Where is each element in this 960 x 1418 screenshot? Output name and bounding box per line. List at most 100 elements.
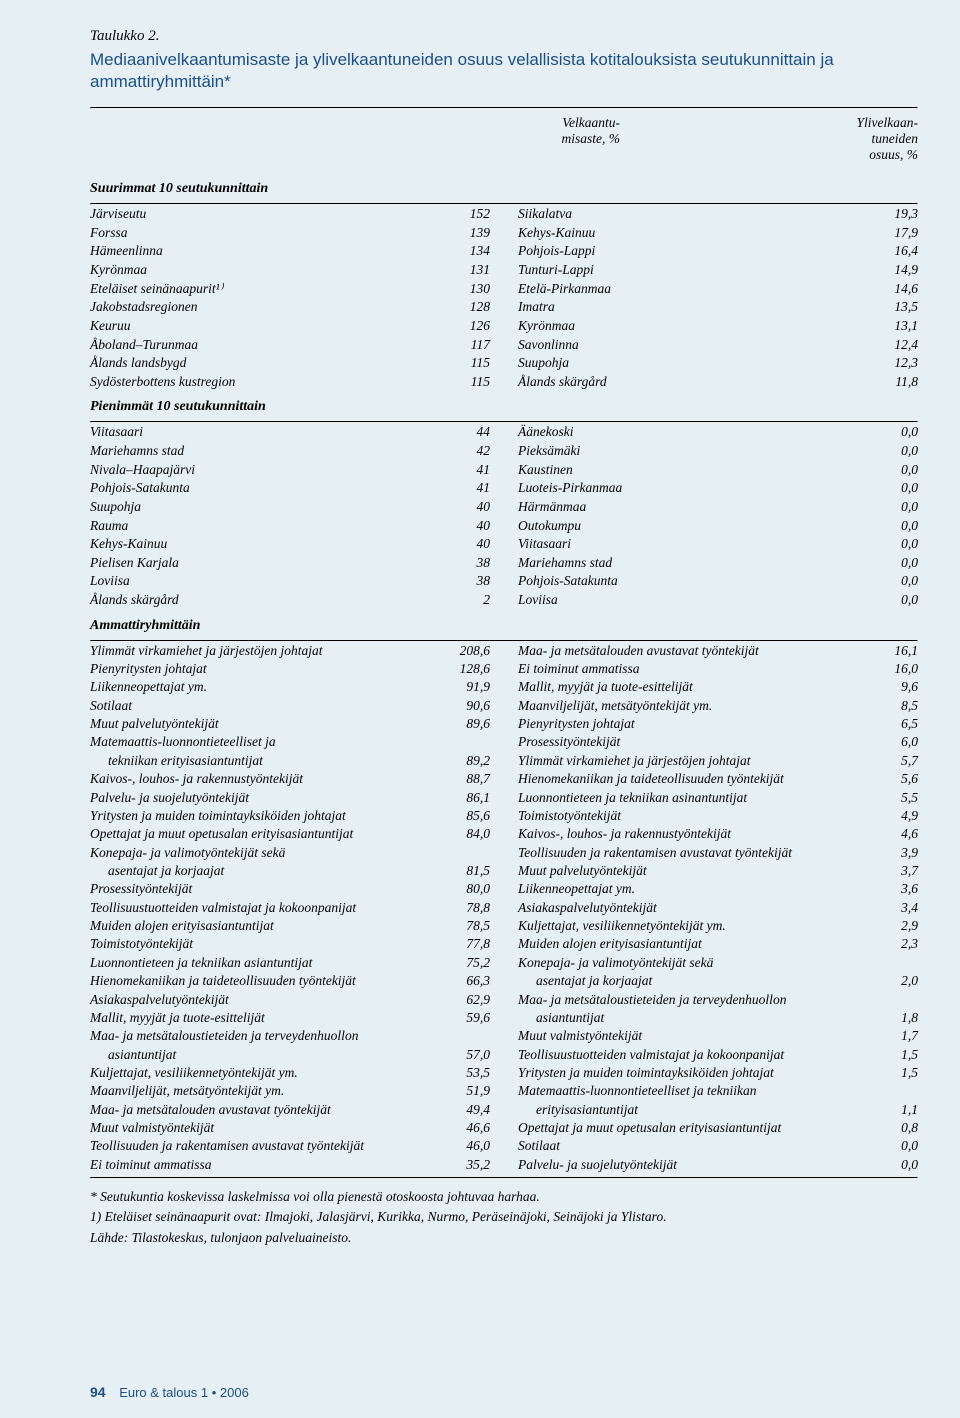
- row-right-label: Yritysten ja muiden toimintayksiköiden j…: [518, 1064, 860, 1082]
- row-right-value: 1,5: [860, 1064, 918, 1082]
- row-right-value: 19,3: [860, 205, 918, 224]
- table-row: Viitasaari44Äänekoski0,0: [90, 423, 918, 442]
- row-left-label: Maanviljelijät, metsätyöntekijät ym.: [90, 1082, 428, 1100]
- table-row: Liikenneopettajat ym.91,9Mallit, myyjät …: [90, 678, 918, 696]
- row-left-value: 40: [426, 535, 490, 554]
- row-left-label: Kehys-Kainuu: [90, 535, 426, 554]
- table-row: Ylimmät virkamiehet ja järjestöjen johta…: [90, 642, 918, 660]
- row-left-label: Mallit, myyjät ja tuote-esittelijät: [90, 1009, 428, 1027]
- row-left-value: 41: [426, 479, 490, 498]
- row-left-label: Konepaja- ja valimotyöntekijät sekä: [90, 844, 428, 862]
- row-right-label: Siikalatva: [518, 205, 860, 224]
- table-row: Rauma40Outokumpu0,0: [90, 517, 918, 536]
- table-row: Jakobstadsregionen128Imatra13,5: [90, 298, 918, 317]
- row-right-label: Äänekoski: [518, 423, 860, 442]
- row-right-label: Viitasaari: [518, 535, 860, 554]
- row-right-label: Hienomekaniikan ja taideteollisuuden työ…: [518, 770, 860, 788]
- row-left-label: Muut valmistyöntekijät: [90, 1119, 428, 1137]
- table-row: Yritysten ja muiden toimintayksiköiden j…: [90, 807, 918, 825]
- publication-name: Euro & talous: [119, 1385, 197, 1400]
- row-right-value: 3,6: [860, 880, 918, 898]
- row-left-value: 128: [426, 298, 490, 317]
- table-row: Hämeenlinna134Pohjois-Lappi16,4: [90, 242, 918, 261]
- row-right-value: 0,0: [860, 423, 918, 442]
- row-right-label: erityisasiantuntijat: [518, 1101, 860, 1119]
- table-row: Luonnontieteen ja tekniikan asiantuntija…: [90, 954, 918, 972]
- row-right-label: Imatra: [518, 298, 860, 317]
- row-left-label: Sydösterbottens kustregion: [90, 373, 426, 392]
- row-right-label: Opettajat ja muut opetusalan erityisasia…: [518, 1119, 860, 1137]
- row-left-label: Teollisuustuotteiden valmistajat ja koko…: [90, 899, 428, 917]
- row-left-value: 77,8: [428, 935, 490, 953]
- table-row: Toimistotyöntekijät77,8Muiden alojen eri…: [90, 935, 918, 953]
- table-row: Prosessityöntekijät80,0Liikenneopettajat…: [90, 880, 918, 898]
- row-left-label: Pielisen Karjala: [90, 554, 426, 573]
- row-left-value: 53,5: [428, 1064, 490, 1082]
- row-right-label: Muut palvelutyöntekijät: [518, 862, 860, 880]
- row-left-value: [428, 844, 490, 862]
- table-row: Kaivos-, louhos- ja rakennustyöntekijät8…: [90, 770, 918, 788]
- footnote-line: * Seutukuntia koskevissa laskelmissa voi…: [90, 1187, 918, 1207]
- row-left-value: 46,0: [428, 1137, 490, 1155]
- row-left-label: Loviisa: [90, 572, 426, 591]
- row-right-label: Matemaattis-luonnontieteelliset ja tekni…: [518, 1082, 860, 1100]
- row-left-value: 89,6: [428, 715, 490, 733]
- row-left-value: 62,9: [428, 991, 490, 1009]
- row-left-value: 139: [426, 224, 490, 243]
- row-right-label: Liikenneopettajat ym.: [518, 880, 860, 898]
- row-right-label: Härmänmaa: [518, 498, 860, 517]
- row-left-label: Liikenneopettajat ym.: [90, 678, 428, 696]
- table-row: Loviisa38 Pohjois-Satakunta0,0: [90, 572, 918, 591]
- table-row: Mallit, myyjät ja tuote-esittelijät59,6a…: [90, 1009, 918, 1027]
- row-right-value: 13,1: [860, 317, 918, 336]
- row-right-label: Pohjois-Satakunta: [518, 572, 860, 591]
- table-row: Hienomekaniikan ja taideteollisuuden työ…: [90, 972, 918, 990]
- section-heading-3: Ammattiryhmittäin: [90, 614, 918, 640]
- row-right-label: Suupohja: [518, 354, 860, 373]
- row-right-value: 0,0: [860, 572, 918, 591]
- row-left-label: Pienyritysten johtajat: [90, 660, 428, 678]
- table-row: Kuljettajat, vesiliikennetyöntekijät ym.…: [90, 1064, 918, 1082]
- row-left-label: Ylimmät virkamiehet ja järjestöjen johta…: [90, 642, 428, 660]
- row-right-label: Muut valmistyöntekijät: [518, 1027, 860, 1045]
- section-3-body: Ylimmät virkamiehet ja järjestöjen johta…: [90, 642, 918, 1174]
- row-left-value: 49,4: [428, 1101, 490, 1119]
- row-right-value: 6,5: [860, 715, 918, 733]
- row-left-label: Opettajat ja muut opetusalan erityisasia…: [90, 825, 428, 843]
- table-title: Mediaanivelkaantumisaste ja ylivelkaantu…: [90, 49, 918, 93]
- row-left-value: [428, 733, 490, 751]
- footnote-line: Lähde: Tilastokeskus, tulonjaon palvelua…: [90, 1228, 918, 1248]
- row-left-value: 38: [426, 572, 490, 591]
- row-right-value: 12,3: [860, 354, 918, 373]
- row-left-label: Toimistotyöntekijät: [90, 935, 428, 953]
- table-row: Sotilaat90,6Maanviljelijät, metsätyöntek…: [90, 697, 918, 715]
- row-left-value: 152: [426, 205, 490, 224]
- table-row: Opettajat ja muut opetusalan erityisasia…: [90, 825, 918, 843]
- row-right-value: 14,9: [860, 261, 918, 280]
- row-left-value: 126: [426, 317, 490, 336]
- row-right-value: 0,0: [860, 535, 918, 554]
- row-left-value: 91,9: [428, 678, 490, 696]
- bottom-rule: [90, 1177, 918, 1179]
- table-row: Maanviljelijät, metsätyöntekijät ym.51,9…: [90, 1082, 918, 1100]
- row-left-value: 115: [426, 354, 490, 373]
- row-left-label: Muiden alojen erityisasiantuntijat: [90, 917, 428, 935]
- table-row: Pielisen Karjala38Mariehamns stad0,0: [90, 554, 918, 573]
- table-row: Nivala–Haapajärvi41Kaustinen0,0: [90, 461, 918, 480]
- table-row: Suupohja40Härmänmaa0,0: [90, 498, 918, 517]
- row-left-label: Mariehamns stad: [90, 442, 426, 461]
- row-left-label: Kyrönmaa: [90, 261, 426, 280]
- row-right-label: Ylimmät virkamiehet ja järjestöjen johta…: [518, 752, 860, 770]
- row-right-value: 1,1: [860, 1101, 918, 1119]
- row-left-label: Muut palvelutyöntekijät: [90, 715, 428, 733]
- row-right-label: Teollisuustuotteiden valmistajat ja koko…: [518, 1046, 860, 1064]
- table-row: Pohjois-Satakunta41Luoteis-Pirkanmaa0,0: [90, 479, 918, 498]
- row-right-value: 2,3: [860, 935, 918, 953]
- row-left-value: 89,2: [428, 752, 490, 770]
- section-1-body: Järviseutu152Siikalatva19,3Forssa139Kehy…: [90, 205, 918, 391]
- row-left-label: Asiakaspalvelutyöntekijät: [90, 991, 428, 1009]
- row-right-value: 5,7: [860, 752, 918, 770]
- row-right-value: 1,7: [860, 1027, 918, 1045]
- row-left-label: tekniikan erityisasiantuntijat: [90, 752, 428, 770]
- row-right-label: Loviisa: [518, 591, 860, 610]
